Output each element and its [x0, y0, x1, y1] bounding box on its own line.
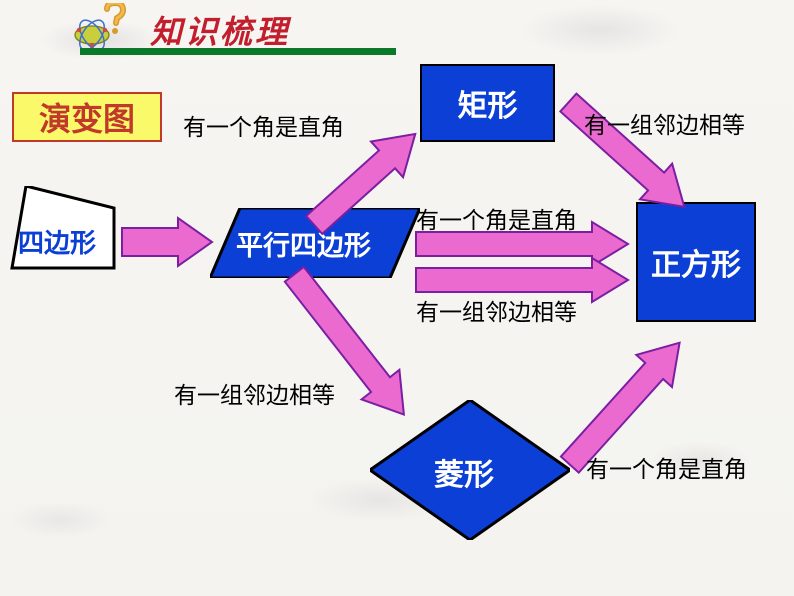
node-square-label: 正方形: [651, 240, 741, 284]
edge-label-para-to-sq-top: 有一个角是直角: [416, 201, 577, 235]
edge-label-rect-to-sq: 有一组邻边相等: [584, 106, 745, 140]
edge-label-para-to-rect: 有一个角是直角: [183, 108, 344, 142]
arrow-q-to-para: [122, 218, 212, 266]
node-rectangle-label: 矩形: [458, 81, 518, 125]
evolution-badge-label: 演变图: [39, 94, 135, 140]
node-parallelogram-label: 平行四边形: [236, 224, 371, 263]
edge-label-rhom-to-sq: 有一个角是直角: [586, 450, 747, 484]
node-quadrilateral-label: 四边形: [18, 223, 96, 260]
node-rectangle: 矩形: [420, 64, 555, 142]
header-title: 知识梳理: [150, 7, 290, 53]
node-rhombus-label: 菱形: [434, 450, 494, 494]
edge-label-para-to-sq-bot: 有一组邻边相等: [416, 293, 577, 327]
question-atom-icon: [72, 3, 132, 51]
node-square: 正方形: [636, 202, 756, 322]
evolution-badge: 演变图: [12, 92, 162, 142]
edge-label-para-to-rhom: 有一组邻边相等: [174, 376, 335, 410]
header-underline: [80, 48, 396, 55]
